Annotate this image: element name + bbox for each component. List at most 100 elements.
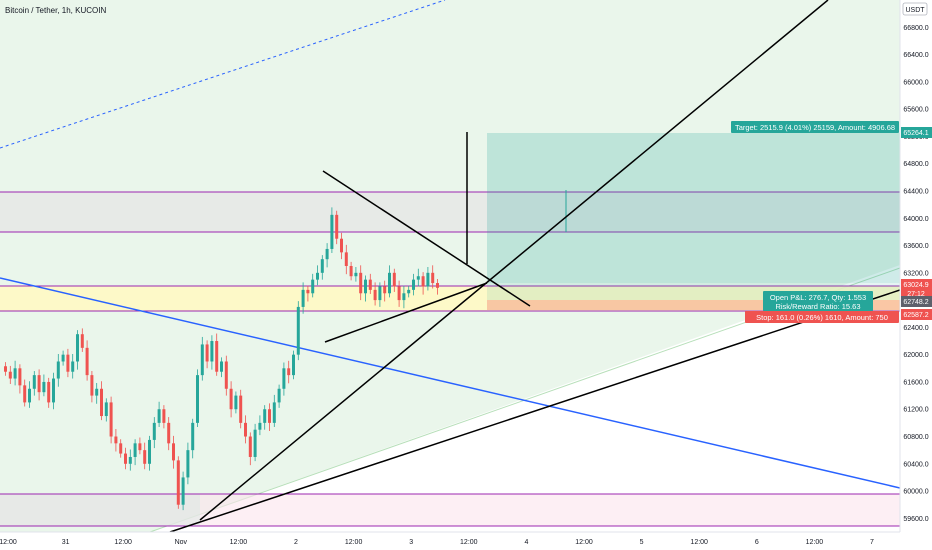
time-axis[interactable]: 12:00 31 12:00 Nov 12:00 2 12:00 3 12:00 4 12:00 5 1… [0, 531, 932, 550]
candle-body [200, 344, 204, 376]
price-tick-label: 66000.0 [903, 79, 928, 86]
target-label-box[interactable]: Target: 2515.9 (4.01%) 25159, Amount: 49… [731, 121, 899, 133]
candle-body [109, 402, 113, 437]
support-band [0, 286, 900, 311]
candle-body [52, 378, 55, 403]
price-tick-label: 64000.0 [903, 216, 928, 223]
candle-body [205, 344, 209, 362]
price-tick-label: 62000.0 [903, 352, 928, 359]
candle-body [85, 347, 89, 376]
candle-body [268, 409, 271, 423]
stop-zone[interactable] [487, 300, 900, 310]
target-zone[interactable] [487, 133, 900, 283]
channel-fill [0, 0, 900, 532]
blue-trend-line[interactable] [0, 277, 900, 489]
candle-body [18, 368, 22, 386]
price-tick-labels: 59600.0 60000.0 60400.0 60800.0 61200.0 61600… [903, 25, 928, 523]
candle-body [224, 361, 228, 389]
candle-body [167, 422, 171, 444]
candle-body [383, 286, 387, 294]
time-tick-label: Nov [175, 539, 188, 546]
candle-body [296, 306, 300, 355]
candle-body [80, 334, 84, 348]
candle-body [56, 361, 60, 379]
price-axis[interactable]: USDT 59600.0 60000.0 60400.0 60800.0 61200.0… [899, 0, 932, 550]
price-tick-label: 64400.0 [903, 188, 928, 195]
price-tag-entry: 62748.2 [901, 296, 932, 307]
time-tick-label: 12:00 [114, 539, 132, 546]
price-tick-label: 59600.0 [903, 516, 928, 523]
candle-body [210, 341, 214, 362]
price-tick-label: 60800.0 [903, 434, 928, 441]
candle-body [412, 279, 415, 290]
candle-body [148, 439, 151, 464]
time-tick-label: 31 [62, 539, 70, 546]
candle-body [162, 409, 166, 423]
candle-body [330, 214, 334, 249]
bottom-band-pink [200, 494, 900, 526]
candle-body [119, 443, 123, 454]
candle-body [301, 289, 305, 307]
candle-body [239, 395, 243, 423]
currency-label: USDT [905, 7, 925, 14]
target-label-text: Target: 2515.9 (4.01%) 25159, Amount: 49… [735, 123, 895, 132]
triangle-upper-line[interactable] [322, 170, 531, 307]
rising-trend-line-steep[interactable] [199, 0, 829, 521]
candle-body [23, 385, 27, 403]
candle-body [172, 443, 175, 461]
candle-body [277, 388, 281, 403]
candle-body [287, 368, 291, 376]
time-tick-label: 12:00 [575, 539, 593, 546]
time-tick-label: 2 [294, 539, 298, 546]
candle-body [359, 272, 363, 294]
candle-body [143, 450, 147, 464]
candle-body [61, 354, 65, 362]
triangle-lower-line[interactable] [324, 282, 488, 343]
candle-body [4, 366, 7, 372]
candle-body [354, 272, 358, 277]
candle-body [133, 443, 137, 457]
candle-body [397, 286, 401, 301]
pnl-label-box[interactable]: Open P&L: 276.7, Qty: 1.553 Risk/Reward … [763, 291, 873, 311]
stop-label-box[interactable]: Stop: 161.0 (0.26%) 1610, Amount: 750 [745, 311, 899, 323]
price-tick-label: 66400.0 [903, 52, 928, 59]
stop-label-text: Stop: 161.0 (0.26%) 1610, Amount: 750 [756, 313, 888, 322]
time-tick-label: 6 [755, 539, 759, 546]
candle-body [378, 286, 382, 301]
candle-body [368, 279, 372, 290]
price-tag-target-text: 65264.1 [903, 130, 928, 137]
candle-body [282, 368, 286, 389]
candle-body [28, 388, 31, 403]
plot-area [0, 0, 900, 532]
time-tick-label: 12:00 [690, 539, 708, 546]
candle-body [349, 266, 353, 277]
candle-body [229, 388, 233, 410]
candle-body [186, 450, 190, 478]
currency-badge[interactable] [902, 2, 928, 16]
price-tag-stop: 62587.2 [901, 309, 932, 320]
candle-body [431, 272, 435, 284]
candle-body [76, 334, 79, 362]
candle-body [426, 272, 430, 287]
candle-body [181, 477, 185, 505]
time-tick-label: 4 [524, 539, 528, 546]
candle-body [325, 248, 329, 260]
candle-body [124, 453, 127, 464]
candle-body [191, 422, 195, 451]
candle-body [66, 354, 70, 372]
candle-body [42, 381, 46, 393]
candle-body [316, 272, 319, 280]
candle-body [373, 289, 377, 301]
resistance-band [0, 192, 900, 232]
price-tag-target: 65264.1 [901, 127, 932, 138]
candle-body [421, 276, 425, 287]
candle-body [436, 283, 439, 288]
time-tick-label: 5 [640, 539, 644, 546]
candle-body [244, 422, 247, 437]
candle-body [407, 289, 411, 294]
pnl-label-text: Open P&L: 276.7, Qty: 1.553 [770, 293, 866, 302]
candle-body [234, 395, 238, 410]
rising-trend-line-shallow[interactable] [169, 289, 900, 532]
candle-body [215, 341, 219, 372]
